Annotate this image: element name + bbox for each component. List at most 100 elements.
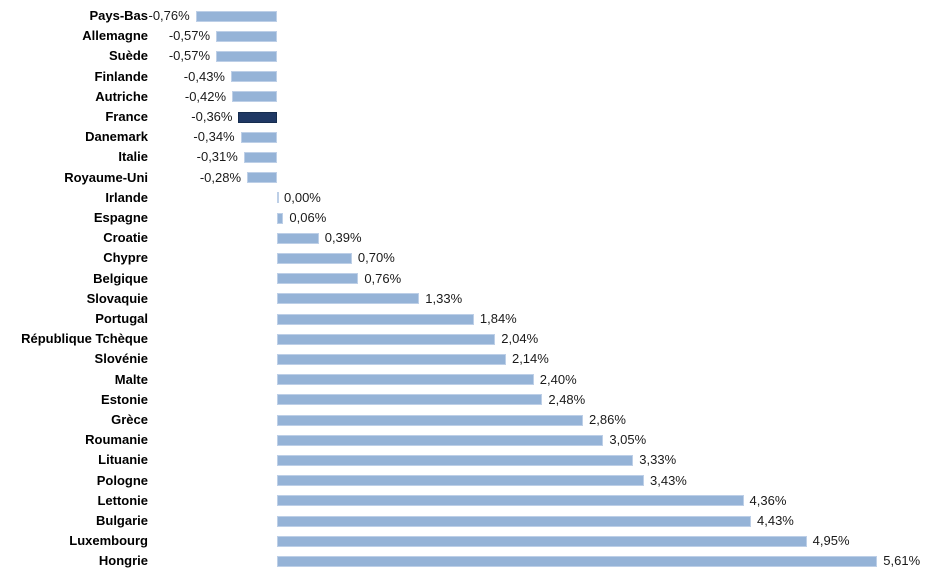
category-label: Royaume-Uni [64, 169, 148, 185]
bar [277, 394, 543, 406]
bar [277, 475, 644, 487]
bar [277, 313, 474, 325]
category-label: Grèce [111, 412, 148, 427]
category-label: Belgique [93, 270, 148, 286]
value-label: -0,42% [184, 88, 227, 104]
value-label: 2,04% [501, 331, 539, 347]
bar [277, 555, 878, 567]
bar [243, 151, 277, 163]
category-label: Finlande [94, 68, 148, 84]
bar [230, 71, 277, 83]
value-label: 1,84% [479, 311, 517, 326]
bar-row: Danemark -0,34% [0, 127, 932, 147]
category-label: Croatie [103, 230, 148, 246]
bar [216, 50, 277, 62]
bar-row: Hongrie 5,61% [0, 551, 932, 571]
value-label: 0,39% [324, 230, 362, 246]
bar-row: Royaume-Uni -0,28% [0, 168, 932, 188]
bar [277, 454, 634, 466]
category-label: Autriche [95, 88, 148, 104]
bar [277, 192, 279, 204]
value-label: 3,05% [609, 432, 647, 448]
bar-row: Irlande 0,00% [0, 188, 932, 208]
category-label: Espagne [93, 210, 148, 225]
value-label: 0,76% [364, 270, 402, 286]
category-label: France [105, 109, 148, 124]
bar-row: Chypre 0,70% [0, 248, 932, 268]
value-label: 2,86% [589, 412, 626, 427]
value-label: 0,00% [284, 189, 321, 205]
category-label: Pologne [96, 472, 148, 488]
bar [277, 374, 534, 386]
bar [247, 172, 277, 184]
value-label: 0,70% [357, 250, 395, 266]
category-label: Chypre [103, 250, 148, 266]
value-label: 0,06% [289, 210, 327, 225]
bar-row: Allemagne -0,57% [0, 26, 932, 46]
value-label: 2,48% [548, 391, 586, 407]
value-label: 4,43% [757, 513, 794, 528]
bar-row: Pologne 3,43% [0, 471, 932, 491]
bar-row: Autriche -0,42% [0, 87, 932, 107]
bar-row: Roumanie 3,05% [0, 430, 932, 450]
value-label: -0,31% [196, 149, 238, 165]
bar-row: Grèce 2,86% [0, 410, 932, 430]
category-label: Luxembourg [69, 533, 148, 549]
value-label: -0,28% [199, 169, 242, 185]
category-label: Slovaquie [86, 290, 148, 306]
bar [277, 232, 319, 244]
bar [277, 353, 506, 365]
value-label: -0,43% [183, 68, 225, 84]
value-label: 2,14% [511, 351, 549, 367]
bar-row: Slovénie 2,14% [0, 349, 932, 369]
category-label: Irlande [105, 189, 148, 205]
bar-row: Lituanie 3,33% [0, 450, 932, 470]
bar-row: République Tchèque 2,04% [0, 329, 932, 349]
category-label: Hongrie [98, 553, 148, 569]
bar [277, 495, 744, 507]
bar [216, 30, 277, 42]
bar-row: Malte 2,40% [0, 370, 932, 390]
bar [277, 212, 284, 224]
bar-row: Slovaquie 1,33% [0, 289, 932, 309]
bar-row: Italie -0,31% [0, 147, 932, 167]
bar [195, 10, 277, 22]
bar-row: Luxembourg 4,95% [0, 531, 932, 551]
category-label: Lettonie [97, 492, 148, 508]
value-label: -0,57% [168, 28, 211, 44]
value-label: 1,33% [425, 290, 463, 306]
value-label: -0,34% [193, 129, 235, 145]
category-label: Danemark [85, 129, 148, 145]
category-label: Lituanie [98, 452, 148, 468]
bar-row: Bulgarie 4,43% [0, 511, 932, 531]
value-label: 3,33% [639, 452, 677, 468]
bar [232, 91, 277, 103]
bar [277, 252, 352, 264]
category-label: République Tchèque [21, 331, 148, 347]
bar [240, 131, 277, 143]
bar-row: Suède -0,57% [0, 46, 932, 66]
category-label: Malte [114, 371, 148, 387]
category-label: Portugal [95, 311, 148, 326]
category-label: Suède [108, 48, 148, 64]
bar [277, 333, 496, 345]
bar [277, 414, 584, 426]
category-label: Bulgarie [95, 513, 148, 528]
category-label: Italie [118, 149, 148, 165]
bar [277, 535, 807, 547]
category-label: Estonie [101, 391, 148, 407]
value-label: 3,43% [650, 472, 687, 488]
bar-row: France -0,36% [0, 107, 932, 127]
category-label: Slovénie [94, 351, 148, 367]
value-label: 4,36% [749, 492, 787, 508]
bar-row: Belgique 0,76% [0, 269, 932, 289]
bar-row: Espagne 0,06% [0, 208, 932, 228]
category-label: Roumanie [85, 432, 148, 448]
bar-row: Lettonie 4,36% [0, 491, 932, 511]
value-label: 4,95% [812, 533, 850, 549]
bar-row: Finlande -0,43% [0, 67, 932, 87]
bar [277, 434, 604, 446]
bar-row: Pays-Bas -0,76% [0, 6, 932, 26]
bar [277, 293, 420, 305]
value-label: -0,36% [191, 109, 233, 124]
